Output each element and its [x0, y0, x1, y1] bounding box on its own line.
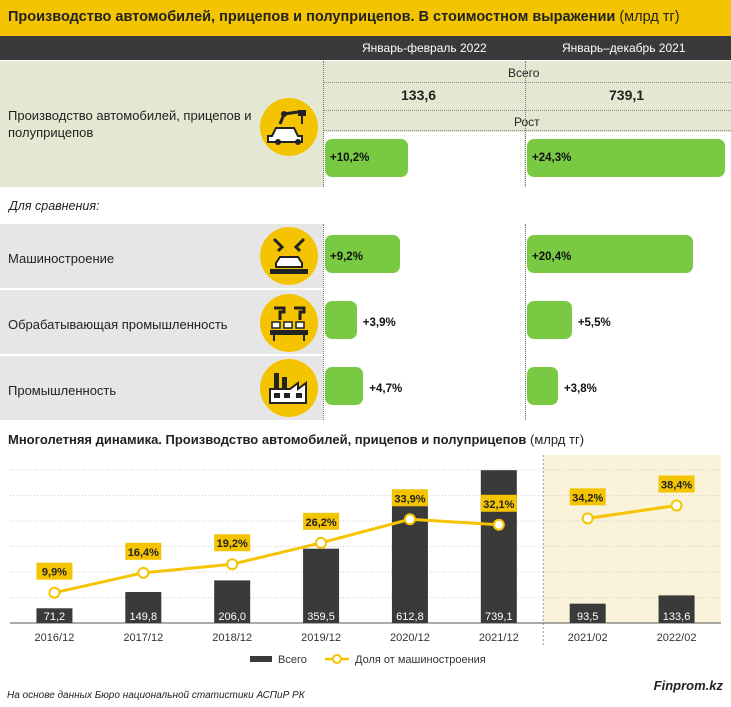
factory-icon	[260, 359, 318, 417]
bar-value-label: 93,5	[577, 611, 598, 623]
growth-value-industry-period-1: +4,7%	[369, 383, 403, 395]
share-value-label: 26,2%	[305, 517, 336, 529]
growth-bar-period-2	[527, 139, 725, 177]
total-period-1: 133,6	[401, 87, 437, 103]
growth-value-machinery-period-1: +9,2%	[330, 251, 363, 263]
page-title: Производство автомобилей, прицепов и пол…	[8, 9, 680, 25]
page-title-main: Производство автомобилей, прицепов и пол…	[8, 9, 616, 25]
bar-2018/12	[214, 580, 251, 623]
x-tick-label: 2022/02	[657, 632, 697, 644]
growth-value-manufacturing-period-2: +5,5%	[577, 317, 611, 329]
page-title-unit: (млрд тг)	[619, 9, 680, 25]
bar-value-label: 206,0	[218, 611, 246, 623]
share-label-box	[480, 494, 517, 512]
share-label-box	[569, 488, 606, 506]
share-value-label: 34,2%	[572, 492, 603, 504]
legend-line-label: Доля от машиностроения	[355, 654, 486, 666]
growth-bar-manufacturing-period-2	[527, 301, 572, 339]
robot-arm-car-icon	[260, 98, 318, 156]
total-period-2: 739,1	[609, 87, 645, 103]
main-indicator-label: Производство автомобилей, прицепов и пол…	[8, 108, 252, 140]
x-tick-label: 2017/12	[123, 632, 163, 644]
share-value-label: 19,2%	[217, 538, 248, 550]
share-value-label: 38,4%	[661, 479, 692, 491]
x-tick-label: 2016/12	[35, 632, 75, 644]
share-label-box	[36, 562, 73, 580]
x-tick-label: 2020/12	[390, 632, 430, 644]
bar-2016/12	[36, 608, 73, 623]
bar-value-label: 739,1	[485, 611, 513, 623]
share-line	[54, 517, 499, 595]
share-value-label: 16,4%	[128, 547, 159, 559]
share-point	[137, 566, 150, 579]
share-point	[48, 586, 61, 599]
growth-bar-period-1	[325, 139, 409, 177]
share-value-label: 33,9%	[394, 493, 425, 505]
share-line	[587, 504, 677, 520]
bar-2017/12	[125, 592, 162, 623]
share-label-box	[125, 542, 162, 560]
share-point	[226, 558, 239, 571]
bar-value-label: 149,8	[130, 611, 158, 623]
period-header: Январь-февраль 2022 Январь–декабрь 2021	[0, 36, 731, 60]
x-tick-label: 2018/12	[212, 632, 252, 644]
x-tick-label: 2019/12	[301, 632, 341, 644]
bar-2022/02	[658, 595, 695, 623]
share-point	[581, 512, 594, 525]
bar-2021/12	[480, 470, 517, 623]
growth-value-industry-period-2: +3,8%	[563, 383, 597, 395]
growth-value-manufacturing-period-1: +3,9%	[362, 317, 396, 329]
bar-value-label: 359,5	[307, 611, 335, 623]
share-point	[492, 518, 505, 531]
compare-label-machinery: Машиностроение	[8, 251, 115, 266]
x-tick-label: 2021/02	[568, 632, 608, 644]
growth-caption: Рост	[514, 115, 540, 129]
conveyor-robot-icon	[260, 294, 318, 352]
share-label-box	[303, 512, 340, 530]
period-1-label: Январь-февраль 2022	[362, 41, 487, 55]
share-label-box	[214, 534, 251, 552]
growth-bar-industry-period-2	[527, 367, 558, 405]
total-caption: Всего	[508, 66, 540, 80]
chart-title-unit: (млрд тг)	[530, 432, 585, 447]
x-tick-label: 2021/12	[479, 632, 519, 644]
share-value-label: 32,1%	[483, 499, 514, 511]
bar-value-label: 612,8	[396, 611, 424, 623]
robot-arm-car-icon	[260, 227, 318, 285]
growth-value-machinery-period-2: +20,4%	[532, 251, 572, 263]
source-note: На основе данных Бюро национальной стати…	[7, 690, 305, 701]
growth-bar-manufacturing-period-1	[325, 301, 357, 339]
bar-value-label: 71,2	[44, 611, 65, 623]
growth-bar-industry-period-1	[325, 367, 364, 405]
bar-value-label: 133,6	[663, 611, 691, 623]
compare-caption: Для сравнения:	[9, 199, 100, 213]
bar-2021/02	[569, 603, 606, 623]
period-2-label: Январь–декабрь 2021	[562, 41, 686, 55]
chart-title: Многолетняя динамика. Производство автом…	[8, 432, 584, 447]
growth-value-period-2: +24,3%	[532, 152, 572, 164]
legend-bars-label: Всего	[278, 654, 307, 666]
compare-label-industry: Промышленность	[8, 383, 117, 398]
compare-label-manufacturing: Обрабатывающая промышленность	[8, 317, 228, 332]
growth-value-period-1: +10,2%	[330, 152, 370, 164]
multi-year-chart: 71,2 2016/12 149,8 2017/12 206,0 2018/12 359,5…	[10, 455, 721, 666]
bar-2019/12	[303, 548, 340, 623]
chart-title-main: Многолетняя динамика. Производство автом…	[8, 432, 527, 447]
share-value-label: 9,9%	[42, 567, 67, 579]
growth-bar-machinery-period-1	[325, 235, 400, 273]
share-point	[403, 513, 416, 526]
legend-line-marker	[332, 654, 342, 664]
share-label-box	[391, 489, 428, 507]
share-point	[315, 536, 328, 549]
title-bar: Производство автомобилей, прицепов и пол…	[0, 0, 731, 36]
brand-logo: Finprom.kz	[653, 678, 723, 693]
share-point	[670, 499, 683, 512]
legend-bars-swatch	[250, 656, 272, 662]
share-label-box	[658, 475, 695, 493]
growth-bar-machinery-period-2	[527, 235, 694, 273]
